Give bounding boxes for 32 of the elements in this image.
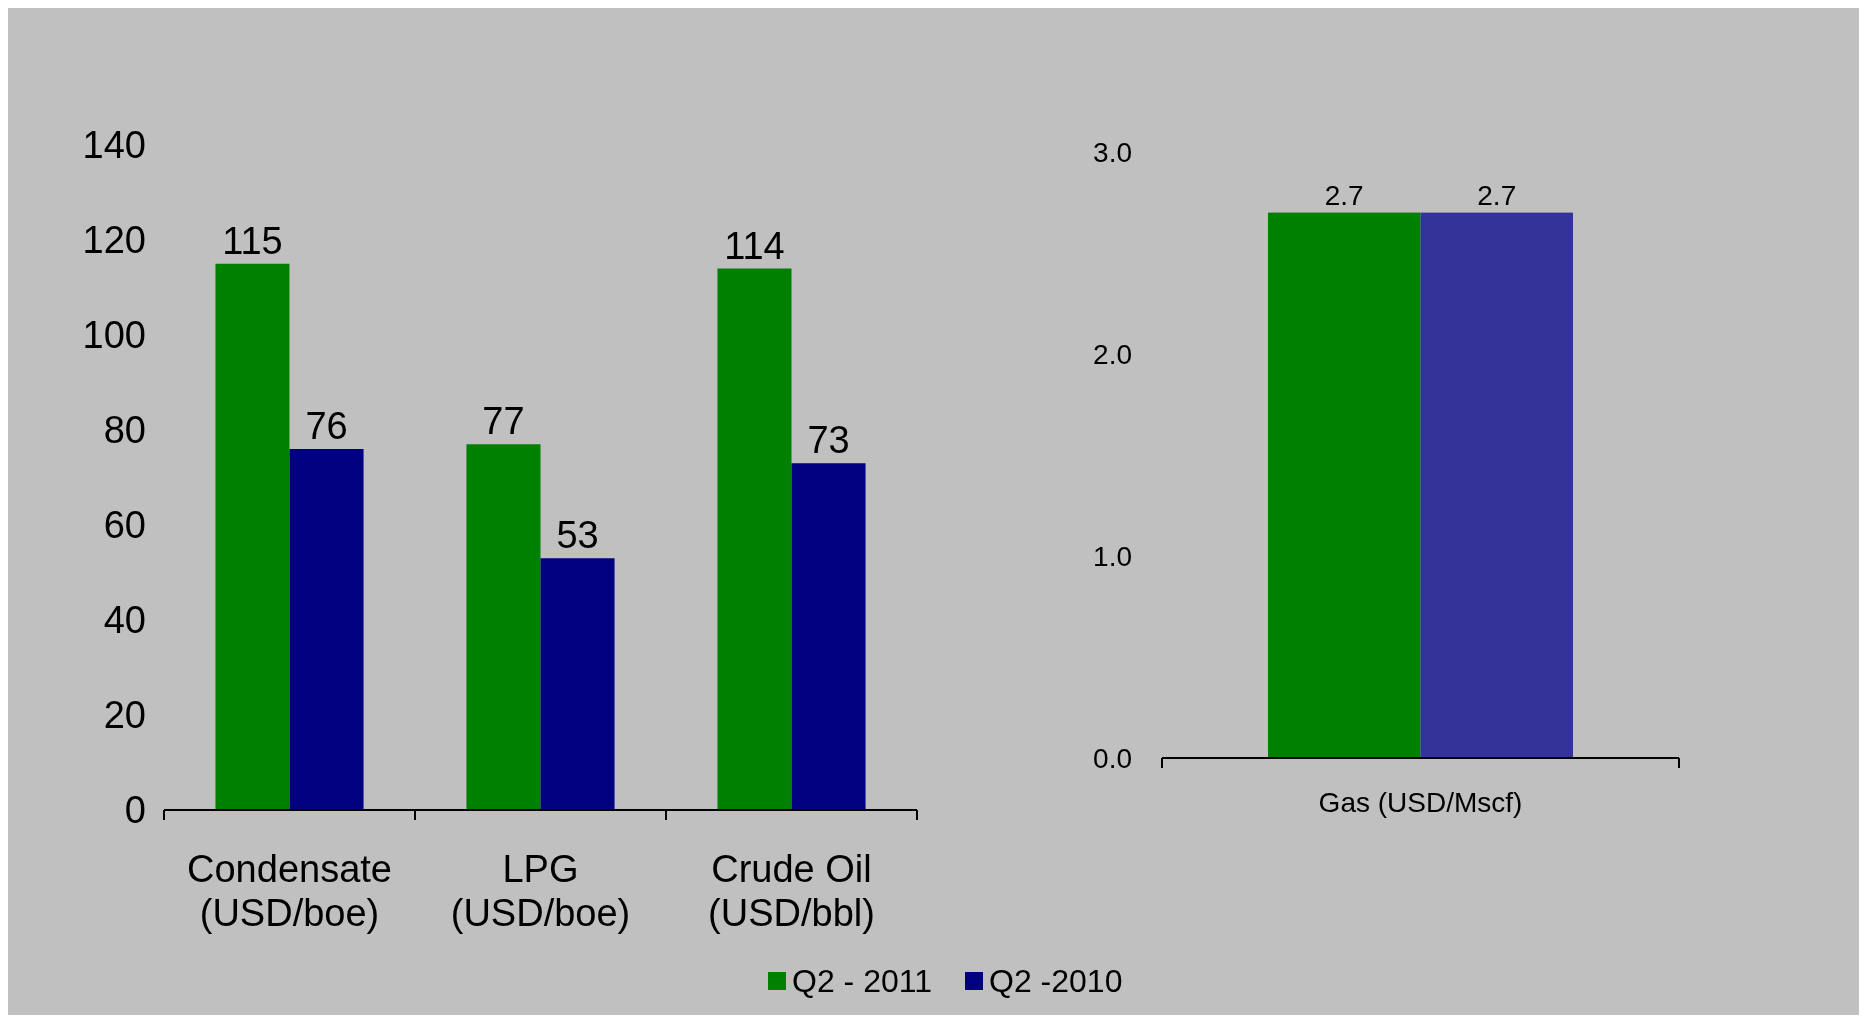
y-tick-label: 3.0 [1093,136,1132,168]
x-tick-label: Condensate (USD/boe) [187,848,392,934]
y-tick-label: 120 [82,219,146,262]
bar [466,444,541,810]
data-label: 115 [222,219,283,262]
data-label: 77 [482,400,525,443]
y-tick-label: 0.0 [1093,742,1132,774]
x-tick-label: Crude Oil (USD/bbl) [708,848,875,934]
bar [215,263,290,810]
legend-label: Q2 -2010 [989,963,1123,1000]
y-tick-label: 1.0 [1093,540,1132,572]
bar [289,449,364,810]
bar [717,268,792,810]
x-tick-label: LPG (USD/boe) [450,848,631,934]
y-tick-label: 80 [103,409,146,452]
y-tick-label: 2.0 [1093,338,1132,370]
y-tick-label: 60 [103,504,146,547]
data-label: 76 [305,405,348,447]
bar [791,463,866,810]
data-label: 2.7 [1324,179,1364,211]
data-label: 114 [724,224,785,267]
bar [540,558,615,810]
legend-label: Q2 - 2011 [792,963,932,1000]
data-label: 2.7 [1477,179,1517,211]
y-tick-label: 140 [82,124,146,167]
data-label: 73 [807,419,850,462]
data-label: 53 [556,514,599,557]
y-tick-label: 100 [82,314,146,357]
y-tick-label: 20 [103,694,146,737]
y-tick-label: 0 [124,789,146,832]
x-tick-label: Gas (USD/Mscf) [1318,787,1523,818]
y-tick-label: 40 [103,599,146,642]
